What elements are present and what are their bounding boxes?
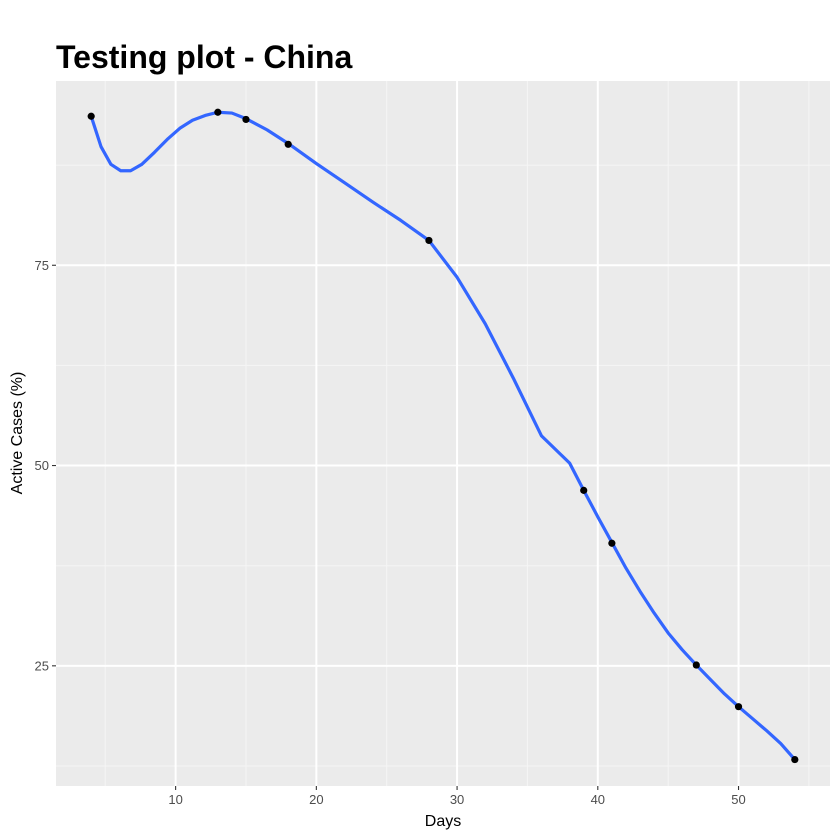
x-tick-label: 30 (450, 792, 464, 807)
data-point (425, 236, 433, 245)
plot-panel (56, 81, 830, 786)
data-point (284, 140, 292, 148)
data-point (692, 661, 700, 669)
data-point (242, 115, 250, 124)
major-gridlines (56, 81, 830, 786)
x-tick-label: 10 (168, 792, 182, 807)
x-axis: 10 20 30 40 50 (168, 786, 746, 807)
x-axis-title: Days (425, 813, 461, 830)
x-tick-label: 40 (591, 792, 605, 807)
data-point (87, 112, 95, 120)
x-tick-label: 20 (309, 792, 323, 807)
minor-gridlines (56, 81, 830, 786)
y-tick-label: 75 (35, 258, 49, 273)
y-axis: 25 50 75 (35, 258, 56, 673)
data-point (608, 539, 616, 547)
x-tick-label: 50 (731, 792, 745, 807)
y-axis-title: Active Cases (%) (9, 372, 26, 495)
y-tick-label: 25 (35, 658, 49, 673)
y-tick-label: 50 (35, 458, 49, 473)
data-point (734, 703, 743, 711)
data-point (214, 108, 222, 116)
chart-title: Testing plot - China (56, 39, 352, 75)
data-point (580, 486, 588, 494)
data-points-layer (87, 108, 799, 764)
data-point (791, 755, 799, 764)
